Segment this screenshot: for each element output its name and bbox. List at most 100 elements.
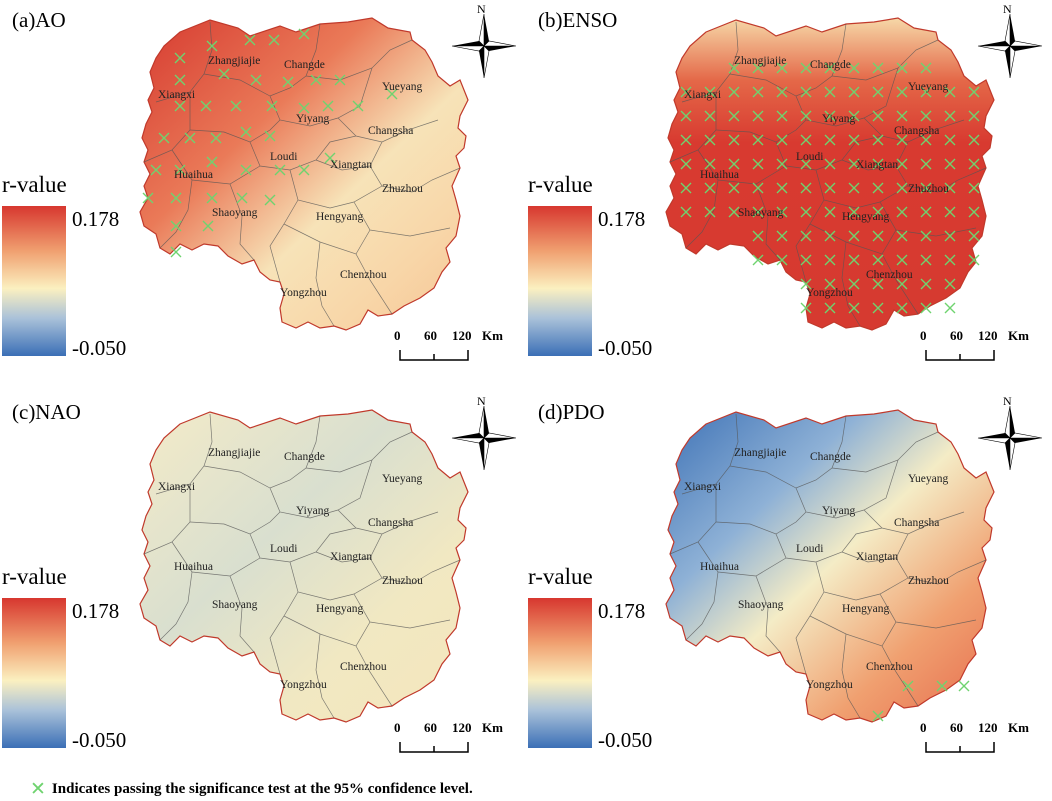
scale-ruler <box>399 350 469 361</box>
colorbar-title: r-value <box>2 172 67 197</box>
significance-marker <box>896 230 908 242</box>
significance-marker <box>824 86 836 98</box>
significance-marker <box>170 246 182 258</box>
significance-marker <box>920 62 932 74</box>
significance-marker <box>800 254 812 266</box>
significance-marker <box>872 710 884 722</box>
scale-ruler <box>399 742 469 753</box>
scale-unit: Km <box>1008 328 1029 343</box>
significance-marker <box>298 102 310 114</box>
significance-marker <box>824 254 836 266</box>
significance-marker <box>800 182 812 194</box>
significance-marker <box>728 158 740 170</box>
scale-label-120: 120 <box>452 720 472 735</box>
colorbar-max-label: 0.178 <box>598 599 646 623</box>
significance-marker <box>848 302 860 314</box>
significance-marker <box>944 134 956 146</box>
significance-marker <box>872 182 884 194</box>
scale-unit: Km <box>482 720 503 735</box>
colorbar-max-label: 0.178 <box>598 207 646 231</box>
significance-marker <box>298 28 310 40</box>
north-label: N <box>1003 394 1012 408</box>
colorbar-min-label: -0.050 <box>72 728 127 752</box>
significance-marker <box>236 192 248 204</box>
legend-text: Indicates passing the significance test … <box>51 781 473 797</box>
significance-marker <box>206 192 218 204</box>
panel-title: (b)ENSO <box>538 8 618 32</box>
significance-marker <box>944 110 956 122</box>
significance-marker <box>150 164 162 176</box>
significance-marker <box>704 206 716 218</box>
significance-marker <box>210 132 222 144</box>
significance-marker <box>274 164 286 176</box>
significance-marker <box>268 34 280 46</box>
significance-marker <box>174 52 186 64</box>
hunan-map <box>665 17 995 331</box>
significance-marker <box>872 86 884 98</box>
significance-marker <box>800 302 812 314</box>
significance-marker <box>728 182 740 194</box>
significance-marker <box>896 182 908 194</box>
significance-marker <box>800 206 812 218</box>
significance-marker <box>920 158 932 170</box>
scale-ruler <box>925 742 995 753</box>
colorbar-max-label: 0.178 <box>72 599 120 623</box>
significance-marker <box>266 100 278 112</box>
significance-marker <box>920 110 932 122</box>
scale-label-120: 120 <box>978 720 998 735</box>
scale-label-120: 120 <box>452 328 472 343</box>
significance-marker <box>958 680 970 692</box>
north-label: N <box>1003 2 1012 16</box>
scale-label-60: 60 <box>424 720 437 735</box>
significance-marker <box>936 680 948 692</box>
significance-marker <box>800 134 812 146</box>
significance-marker <box>872 230 884 242</box>
significance-marker <box>944 206 956 218</box>
significance-marker <box>728 86 740 98</box>
significance-marker <box>872 134 884 146</box>
significance-marker <box>800 110 812 122</box>
significance-marker <box>206 156 218 168</box>
scale-label-0: 0 <box>920 720 927 735</box>
north-label: N <box>477 394 486 408</box>
scale-label-60: 60 <box>950 720 963 735</box>
significance-marker <box>968 134 980 146</box>
significance-marker <box>920 230 932 242</box>
panel-title: (a)AO <box>12 8 66 32</box>
panel-title: (d)PDO <box>538 400 605 424</box>
significance-marker <box>264 194 276 206</box>
significance-marker <box>800 86 812 98</box>
significance-marker <box>968 254 980 266</box>
significance-marker <box>244 34 256 46</box>
significance-marker <box>250 74 262 86</box>
significance-marker <box>240 126 252 138</box>
colorbar <box>528 206 592 356</box>
significance-marker <box>824 302 836 314</box>
scale-bar: 0 60 120 Km <box>920 720 1050 770</box>
hunan-map <box>139 409 469 723</box>
colorbar-title: r-value <box>2 564 67 589</box>
colorbar <box>528 598 592 748</box>
significance-marker <box>752 134 764 146</box>
significance-marker <box>776 254 788 266</box>
colorbar-min-label: -0.050 <box>598 728 653 752</box>
significance-marker <box>872 62 884 74</box>
significance-marker <box>200 100 212 112</box>
significance-marker <box>824 230 836 242</box>
significance-marker <box>920 278 932 290</box>
significance-marker <box>704 182 716 194</box>
significance-marker <box>896 86 908 98</box>
north-arrow-icon <box>451 13 517 79</box>
scale-label-60: 60 <box>950 328 963 343</box>
significance-marker-icon: ✕ <box>30 779 46 800</box>
significance-marker <box>968 206 980 218</box>
significance-marker <box>944 158 956 170</box>
significance-marker <box>704 134 716 146</box>
significance-marker <box>202 220 214 232</box>
significance-marker <box>776 158 788 170</box>
significance-marker <box>824 134 836 146</box>
scale-bar: 0 60 120 Km <box>394 720 524 770</box>
significance-marker <box>680 134 692 146</box>
significance-marker <box>944 230 956 242</box>
significance-marker <box>824 206 836 218</box>
